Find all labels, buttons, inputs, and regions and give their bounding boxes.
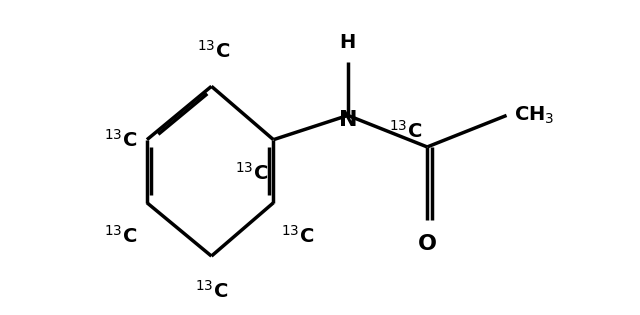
Text: $^{13}$C: $^{13}$C — [197, 40, 230, 62]
Text: CH$_3$: CH$_3$ — [514, 105, 554, 126]
Text: O: O — [418, 234, 436, 254]
Text: $^{13}$C: $^{13}$C — [104, 129, 137, 151]
Text: N: N — [339, 110, 357, 130]
Text: $^{13}$C: $^{13}$C — [195, 280, 228, 302]
Text: $^{13}$C: $^{13}$C — [236, 162, 269, 183]
Text: H: H — [340, 33, 356, 52]
Text: $^{13}$C: $^{13}$C — [104, 225, 137, 246]
Text: $^{13}$C: $^{13}$C — [281, 225, 314, 246]
Text: $^{13}$C: $^{13}$C — [389, 120, 422, 142]
